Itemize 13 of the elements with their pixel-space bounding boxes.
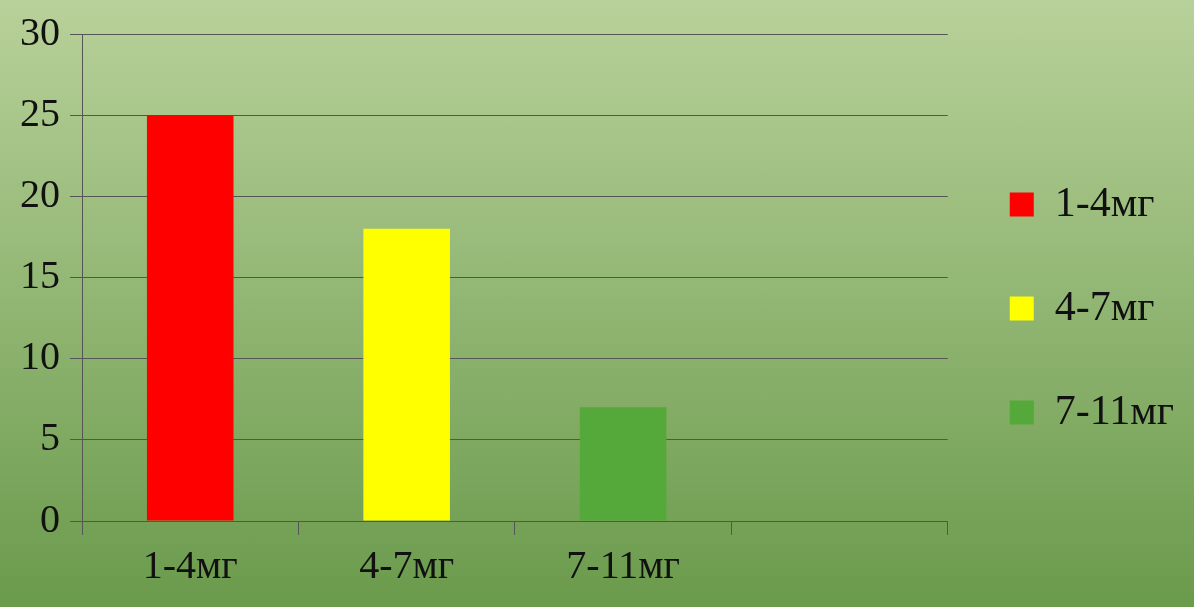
y-tick-label: 0 — [40, 495, 60, 541]
y-tick-label: 15 — [20, 252, 60, 297]
y-tick-label: 5 — [40, 414, 60, 460]
y-tick-label: 10 — [20, 333, 60, 379]
legend-label: 4-7мг — [1054, 282, 1155, 329]
y-tick-label: 30 — [20, 8, 60, 54]
legend-label: 7-11мг — [1054, 386, 1174, 433]
y-tick-label: 25 — [20, 89, 60, 135]
x-tick-label: 7-11мг — [566, 541, 680, 587]
x-tick-label: 4-7мг — [359, 541, 455, 587]
x-tick-label: 1-4мг — [142, 541, 238, 587]
y-tick-label: 20 — [20, 170, 60, 216]
legend-label: 1-4мг — [1054, 178, 1155, 225]
